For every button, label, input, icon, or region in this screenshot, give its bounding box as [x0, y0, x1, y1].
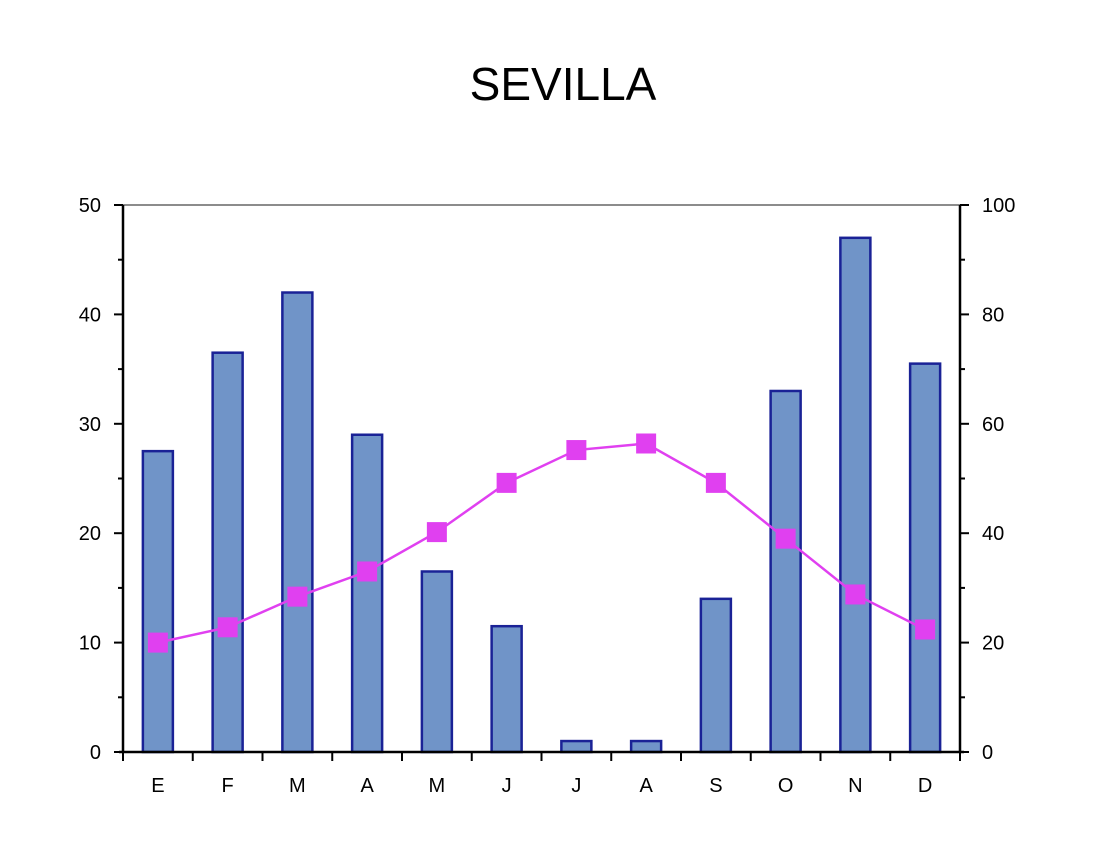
temperature-point — [426, 522, 447, 543]
temperature-point — [287, 586, 308, 607]
x-axis-tick-label: A — [639, 775, 653, 797]
precipitation-bar — [839, 236, 872, 754]
x-axis-tick-label: S — [709, 775, 722, 797]
precipitation-bar — [350, 433, 384, 754]
precipitation-bar — [211, 351, 244, 754]
right-axis-tick-label: 40 — [982, 523, 1004, 545]
chart-title: SEVILLA — [470, 58, 657, 110]
left-axis-tick-label: 20 — [79, 523, 101, 545]
right-axis-tick-label: 0 — [982, 742, 993, 764]
left-axis-tick-label: 50 — [79, 195, 101, 217]
x-axis-tick-label: M — [289, 775, 306, 797]
x-axis-tick-label: O — [778, 775, 794, 797]
temperature-point — [357, 561, 378, 582]
precipitation-bar — [769, 389, 802, 754]
right-axis-tick-label: 80 — [982, 304, 1004, 326]
x-axis-tick-label: A — [360, 775, 374, 797]
precipitation-bar — [560, 739, 593, 754]
x-axis-tick-label: N — [848, 775, 862, 797]
precipitation-bar — [490, 624, 523, 754]
right-axis-tick-label: 100 — [982, 195, 1015, 217]
left-axis-tick-label: 30 — [79, 414, 101, 436]
temperature-point — [915, 619, 936, 640]
temperature-point — [566, 440, 587, 461]
precipitation-bar — [629, 739, 663, 754]
temperature-point — [147, 632, 168, 653]
x-axis-tick-label: D — [918, 775, 932, 797]
precipitation-bar — [420, 570, 454, 754]
left-axis-tick-label: 40 — [79, 304, 101, 326]
x-axis-tick-label: M — [429, 775, 446, 797]
temperature-point — [217, 617, 238, 638]
temperature-point — [636, 433, 657, 454]
x-axis-tick-label: J — [571, 775, 581, 797]
x-axis-tick-label: F — [222, 775, 234, 797]
precipitation-bar — [141, 449, 175, 754]
left-axis-tick-label: 0 — [90, 742, 101, 764]
temperature-point — [775, 528, 796, 549]
temperature-point — [705, 472, 726, 493]
precipitation-bar — [908, 362, 942, 754]
right-axis-tick-label: 60 — [982, 414, 1004, 436]
precipitation-bar — [281, 291, 314, 754]
precipitation-bar — [699, 597, 733, 754]
temperature-point — [845, 584, 866, 605]
x-axis-tick-label: E — [151, 775, 164, 797]
temperature-point — [496, 472, 517, 493]
temperature-line — [157, 442, 926, 644]
left-axis-tick-label: 10 — [79, 633, 101, 655]
x-axis-tick-label: J — [502, 775, 512, 797]
right-axis-tick-label: 20 — [982, 633, 1004, 655]
